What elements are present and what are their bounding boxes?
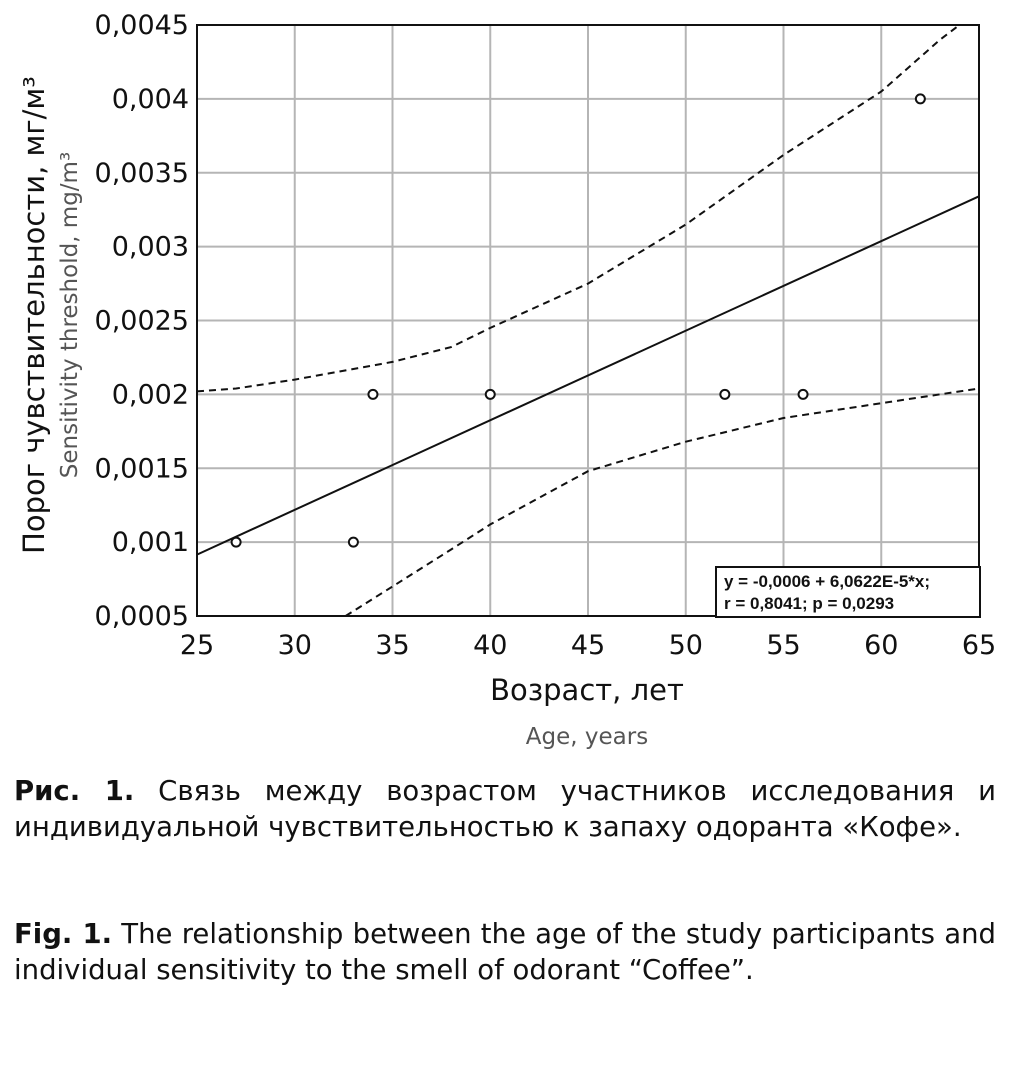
confidence-band-lower — [345, 387, 980, 617]
data-point — [719, 388, 731, 400]
y-axis-title: Порог чувствительности, мг/м³ — [17, 76, 51, 554]
confidence-bands — [196, 24, 980, 617]
y-tick-label: 0,0035 — [95, 158, 189, 189]
x-axis-subtitle: Age, years — [526, 724, 648, 750]
y-tick-label: 0,0025 — [95, 306, 189, 337]
x-tick-label: 60 — [864, 630, 898, 661]
data-point — [230, 536, 242, 548]
annotation-box: y = -0,0006 + 6,0622E-5*x; r = 0,8041; p… — [715, 566, 981, 618]
y-tick-label: 0,0015 — [95, 453, 189, 484]
y-tick-label: 0,001 — [112, 527, 189, 558]
regression-line — [196, 195, 980, 556]
y-tick-label: 0,0005 — [95, 601, 189, 632]
y-axis-subtitle: Sensitivity threshold, mg/m³ — [57, 152, 83, 478]
x-tick-label: 50 — [669, 630, 703, 661]
annotation-line-2: r = 0,8041; p = 0,0293 — [724, 594, 894, 613]
scatter-chart: 25 30 35 40 45 50 55 60 65 0,00050,0010,00150,00… — [17, 10, 996, 750]
x-tick-label: 40 — [473, 630, 507, 661]
x-tick-label: 30 — [278, 630, 312, 661]
x-tick-label: 35 — [375, 630, 409, 661]
x-tick-labels: 25 30 35 40 45 50 55 60 65 — [180, 630, 996, 661]
x-tick-label: 45 — [571, 630, 605, 661]
regression-line-group — [196, 195, 980, 556]
plot-frame — [196, 24, 980, 617]
data-point — [347, 536, 359, 548]
x-tick-label: 65 — [962, 630, 996, 661]
caption-label-ru: Рис. 1. — [14, 775, 135, 807]
data-point — [797, 388, 809, 400]
data-point — [484, 388, 496, 400]
figure-caption-en: Fig. 1. The relationship between the age… — [14, 916, 996, 988]
figure-caption-ru: Рис. 1. Связь между возрастом участников… — [14, 773, 996, 845]
caption-text-ru: Связь между возрастом участников исследо… — [14, 775, 996, 843]
annotation-line-1: y = -0,0006 + 6,0622E-5*x; — [724, 572, 930, 591]
x-tick-label: 25 — [180, 630, 214, 661]
y-tick-label: 0,004 — [112, 84, 189, 115]
x-tick-label: 55 — [766, 630, 800, 661]
y-tick-labels: 0,0005 0,001 0,0015 0,002 0,0025 0,003 0,0035 0… — [95, 10, 189, 632]
data-point — [914, 93, 926, 105]
caption-label-en: Fig. 1. — [14, 918, 113, 950]
y-tick-label: 0,003 — [112, 232, 189, 263]
y-tick-label: 0,0045 — [95, 10, 189, 41]
data-point — [367, 388, 379, 400]
x-axis-title: Возраст, лет — [490, 673, 684, 707]
confidence-band-upper — [196, 24, 961, 393]
caption-text-en: The relationship between the age of the … — [14, 918, 997, 986]
y-tick-label: 0,002 — [112, 379, 189, 410]
data-points — [230, 93, 926, 548]
grid-lines — [196, 24, 980, 617]
